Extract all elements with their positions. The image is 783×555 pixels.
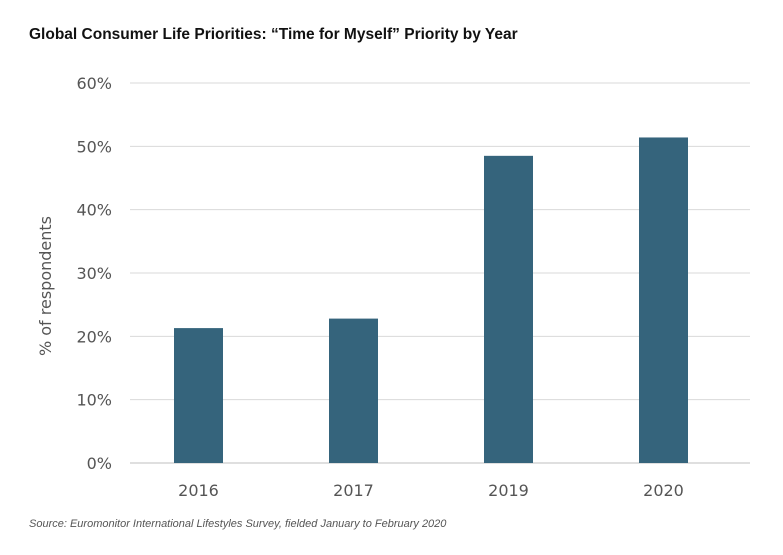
x-tick-label: 2016 — [178, 481, 219, 500]
y-tick-label: 60% — [76, 74, 112, 93]
x-axis-ticks: 2016 2017 2019 2020 — [178, 481, 684, 500]
bar-2019 — [484, 155, 533, 464]
y-axis-title: % of respondents — [36, 216, 55, 356]
bars — [174, 137, 688, 464]
y-tick-label: 20% — [76, 327, 112, 346]
y-tick-label: 10% — [76, 391, 112, 410]
x-tick-label: 2019 — [488, 481, 529, 500]
bar-2017 — [329, 318, 378, 463]
x-tick-label: 2020 — [643, 481, 684, 500]
x-tick-label: 2017 — [333, 481, 374, 500]
source-note: Source: Euromonitor International Lifest… — [29, 518, 447, 530]
bar-2020 — [639, 137, 688, 463]
y-tick-label: 30% — [76, 264, 112, 283]
y-tick-label: 40% — [76, 201, 112, 220]
y-tick-label: 0% — [87, 454, 112, 473]
chart-title: Global Consumer Life Priorities: “Time f… — [29, 26, 518, 43]
y-tick-label: 50% — [76, 137, 112, 156]
y-axis-ticks: 0% 10% 20% 30% 40% 50% 60% — [76, 74, 112, 473]
bar-2016 — [174, 328, 223, 463]
